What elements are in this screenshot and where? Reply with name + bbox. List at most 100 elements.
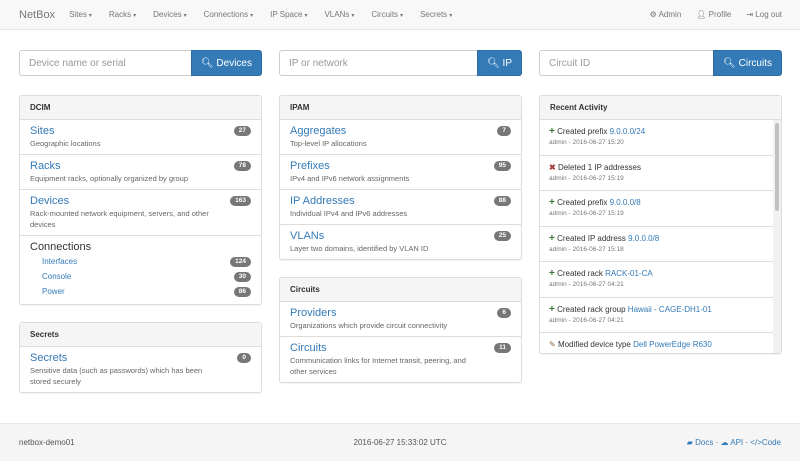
book-icon: ▰ xyxy=(686,438,693,447)
item-description: IPv4 and IPv6 network assignments xyxy=(290,174,410,183)
vlans-link[interactable]: VLANs xyxy=(290,230,325,242)
panel-heading: Circuits xyxy=(280,278,521,302)
item-description: Rack-mounted network equipment, servers,… xyxy=(30,209,209,229)
activity-item: + Created rack group Hawaii - CAGE-DH1-0… xyxy=(540,298,781,333)
activity-item: ✖ Deleted 1 IP addresses admin - 2016-06-… xyxy=(540,156,781,191)
list-item: Secrets Sensitive data (such as passwords… xyxy=(20,347,261,392)
list-item: Racks Equipment racks, optionally organiz… xyxy=(20,155,261,190)
count-badge: 124 xyxy=(230,257,251,267)
console-link[interactable]: Console 30 xyxy=(30,269,251,284)
aggregates-link[interactable]: Aggregates xyxy=(290,125,347,137)
devices-link[interactable]: Devices xyxy=(30,195,70,207)
activity-link[interactable]: Hawaii - CAGE-DH1-01 xyxy=(627,304,712,314)
footer: netbox-demo01 2016-06-27 15:33:02 UTC ▰ … xyxy=(0,423,800,461)
scrollbar-thumb[interactable] xyxy=(775,123,779,211)
admin-link[interactable]: ⚙ Admin xyxy=(650,10,682,19)
navbar: NetBox Sites ▾ Racks ▾ Devices ▾ Connection… xyxy=(0,0,800,30)
list-item: Devices Rack-mounted network equipment, s… xyxy=(20,190,261,236)
list-item: Circuits Communication links for Internet… xyxy=(280,337,521,382)
activity-item: + Created rack RACK-01-CA admin - 2016-06… xyxy=(540,262,781,298)
menu-devices[interactable]: Devices ▾ xyxy=(153,10,186,19)
caret-down-icon: ▾ xyxy=(133,13,137,19)
activity-action: Created IP address xyxy=(557,233,626,243)
caret-down-icon: ▾ xyxy=(183,13,187,19)
activity-link[interactable]: Dell PowerEdge R630 xyxy=(633,340,712,349)
logout-link[interactable]: ⇥ Log out xyxy=(746,10,782,19)
activity-link[interactable]: RACK-01-CA xyxy=(605,269,653,278)
count-badge: 88 xyxy=(493,196,511,206)
circuit-search-input[interactable] xyxy=(539,50,714,76)
ip-search-input[interactable] xyxy=(279,50,478,76)
brand-link[interactable]: NetBox xyxy=(19,8,56,21)
menu-circuits[interactable]: Circuits ▾ xyxy=(371,10,403,19)
item-description: Top-level IP allocations xyxy=(290,139,367,148)
secrets-link[interactable]: Secrets xyxy=(30,352,68,364)
logout-icon: ⇥ xyxy=(746,10,754,19)
profile-link[interactable]: 👤︎ Profile xyxy=(696,10,731,19)
search-icon: 🔍︎ xyxy=(200,57,214,69)
list-item: Providers Organizations which provide cir… xyxy=(280,302,521,337)
user-icon: 👤︎ xyxy=(696,10,707,19)
menu-label: Devices xyxy=(153,10,182,19)
item-description: Sensitive data (such as passwords) which… xyxy=(30,366,203,386)
ip-addresses-link[interactable]: IP Addresses xyxy=(290,195,355,207)
count-badge: 6 xyxy=(497,308,511,318)
providers-link[interactable]: Providers xyxy=(290,307,337,319)
activity-meta: admin - 2016-06-27 15:19 xyxy=(549,174,624,182)
admin-label: Admin xyxy=(658,10,682,19)
circuit-search: 🔍︎ Circuits xyxy=(539,50,782,76)
activity-action: Deleted 1 IP addresses xyxy=(557,162,641,172)
menu-racks[interactable]: Racks ▾ xyxy=(109,10,136,19)
activity-meta: admin - 2016-06-27 15:20 xyxy=(549,139,624,146)
plus-icon: + xyxy=(549,232,555,244)
profile-label: Profile xyxy=(708,10,732,19)
prefixes-link[interactable]: Prefixes xyxy=(290,160,330,172)
interfaces-link[interactable]: Interfaces 124 xyxy=(30,254,251,269)
caret-down-icon: ▾ xyxy=(250,13,254,19)
activity-item: ✎ Modified device type Dell PowerEdge R6… xyxy=(540,333,781,353)
activity-list: + Created prefix 9.0.0.0/24 admin - 2016-… xyxy=(540,120,781,353)
code-link[interactable]: </>Code xyxy=(750,438,781,447)
menu-ip-space[interactable]: IP Space ▾ xyxy=(270,10,307,19)
activity-link[interactable]: 9.0.0.0/24 xyxy=(609,127,646,136)
activity-meta: admin - 2016-06-27 04:21 xyxy=(549,316,624,324)
device-search-button[interactable]: 🔍︎ Devices xyxy=(190,50,262,76)
list-item: VLANs Layer two domains, identified by VL… xyxy=(280,225,521,259)
docs-link[interactable]: ▰ Docs xyxy=(687,438,714,447)
device-search-input[interactable] xyxy=(19,50,191,76)
count-badge: 27 xyxy=(233,126,251,136)
list-item: IP Addresses Individual IPv4 and IPv6 add… xyxy=(280,190,521,225)
column-ipam: 🔍︎ IP IPAM Aggregates Top-level IP alloca… xyxy=(279,50,522,410)
plus-icon: + xyxy=(549,268,555,279)
menu-connections[interactable]: Connections ▾ xyxy=(204,10,254,19)
menu-label: Circuits xyxy=(371,10,399,19)
power-link[interactable]: Power 86 xyxy=(30,284,251,299)
activity-meta: admin - 2016-06-27 04:21 xyxy=(549,281,624,288)
circuits-link[interactable]: Circuits xyxy=(290,342,327,354)
caret-down-icon: ▾ xyxy=(88,13,92,19)
activity-link[interactable]: 9.0.0.0/8 xyxy=(609,198,641,207)
menu-secrets[interactable]: Secrets ▾ xyxy=(420,10,452,19)
menu-label: VLANs xyxy=(324,10,350,19)
ip-search: 🔍︎ IP xyxy=(279,50,522,76)
plus-icon: + xyxy=(549,126,555,137)
menu-label: IP Space xyxy=(270,10,303,19)
count-badge: 30 xyxy=(233,272,251,282)
activity-item: + Created IP address 9.0.0.0/8 admin - 20… xyxy=(540,227,781,262)
activity-action: Created prefix xyxy=(557,198,608,207)
separator: · xyxy=(745,438,749,447)
menu-vlans[interactable]: VLANs ▾ xyxy=(324,10,354,19)
activity-link[interactable]: 9.0.0.0/8 xyxy=(628,233,660,243)
search-icon: 🔍︎ xyxy=(487,57,500,69)
ip-search-button[interactable]: 🔍︎ IP xyxy=(477,50,522,76)
sites-link[interactable]: Sites xyxy=(30,125,55,137)
menu-sites[interactable]: Sites ▾ xyxy=(69,10,92,19)
item-description: Organizations which provide circuit conn… xyxy=(290,321,448,330)
ipam-panel: IPAM Aggregates Top-level IP allocations 7… xyxy=(279,95,522,260)
button-label: Devices xyxy=(216,57,252,69)
api-link[interactable]: ☁ API xyxy=(720,438,743,447)
device-search: 🔍︎ Devices xyxy=(19,50,262,76)
scrollbar[interactable] xyxy=(773,120,781,353)
racks-link[interactable]: Racks xyxy=(30,160,61,172)
circuit-search-button[interactable]: 🔍︎ Circuits xyxy=(713,50,782,76)
